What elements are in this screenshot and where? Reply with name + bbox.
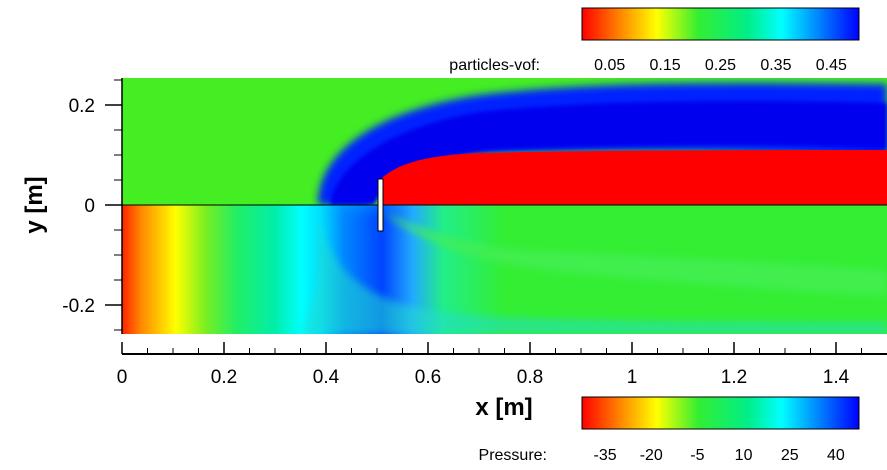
particles-vof-colorbar-title: particles-vof: <box>449 57 540 74</box>
colorbar-tick-label: 25 <box>781 447 799 464</box>
x-tick-label: 0 <box>117 367 128 388</box>
particles-vof-colorbar-ramp <box>581 7 860 41</box>
particles-vof-field <box>122 78 887 205</box>
x-tick-label: 1 <box>627 367 638 388</box>
x-axis-title: x [m] <box>475 394 532 421</box>
particles-vof-colorbar: particles-vof: 0.05 0.15 0.25 0.35 0.45 <box>449 7 860 74</box>
x-tick-label: 0.2 <box>211 367 237 388</box>
colorbar-tick-label: 0.35 <box>760 57 791 74</box>
x-tick-label: 0.6 <box>415 367 441 388</box>
x-tick-label: 0.4 <box>313 367 340 388</box>
colorbar-tick-label: 0.15 <box>650 57 681 74</box>
colorbar-tick-label: -35 <box>594 447 617 464</box>
pressure-field <box>122 205 887 334</box>
colorbar-tick-label: -5 <box>690 447 704 464</box>
colorbar-tick-label: 0.45 <box>816 57 847 74</box>
colorbar-tick-label: 0.25 <box>705 57 736 74</box>
x-tick-label: 1.4 <box>823 367 850 388</box>
pressure-colorbar: Pressure: -35 -20 -5 10 25 40 <box>479 396 860 464</box>
colorbar-tick-label: 10 <box>735 447 753 464</box>
y-axis-title: y [m] <box>21 176 48 233</box>
pressure-colorbar-title: Pressure: <box>479 447 547 464</box>
x-tick-label: 1.2 <box>721 367 747 388</box>
plate <box>377 178 384 232</box>
colorbar-tick-label: -20 <box>640 447 663 464</box>
y-tick-label: 0.2 <box>69 96 95 117</box>
colorbar-tick-label: 0.05 <box>594 57 625 74</box>
colorbar-tick-label: 40 <box>827 447 845 464</box>
pressure-colorbar-ramp <box>581 396 860 430</box>
y-tick-label: 0 <box>84 196 95 217</box>
contour-field <box>122 78 887 334</box>
y-tick-label: -0.2 <box>62 296 95 317</box>
axes: 0.2 0 -0.2 0 0.2 0.4 0.6 0.8 1 1.2 1.4 y [m] x [m… <box>21 78 887 421</box>
x-tick-label: 0.8 <box>517 367 543 388</box>
